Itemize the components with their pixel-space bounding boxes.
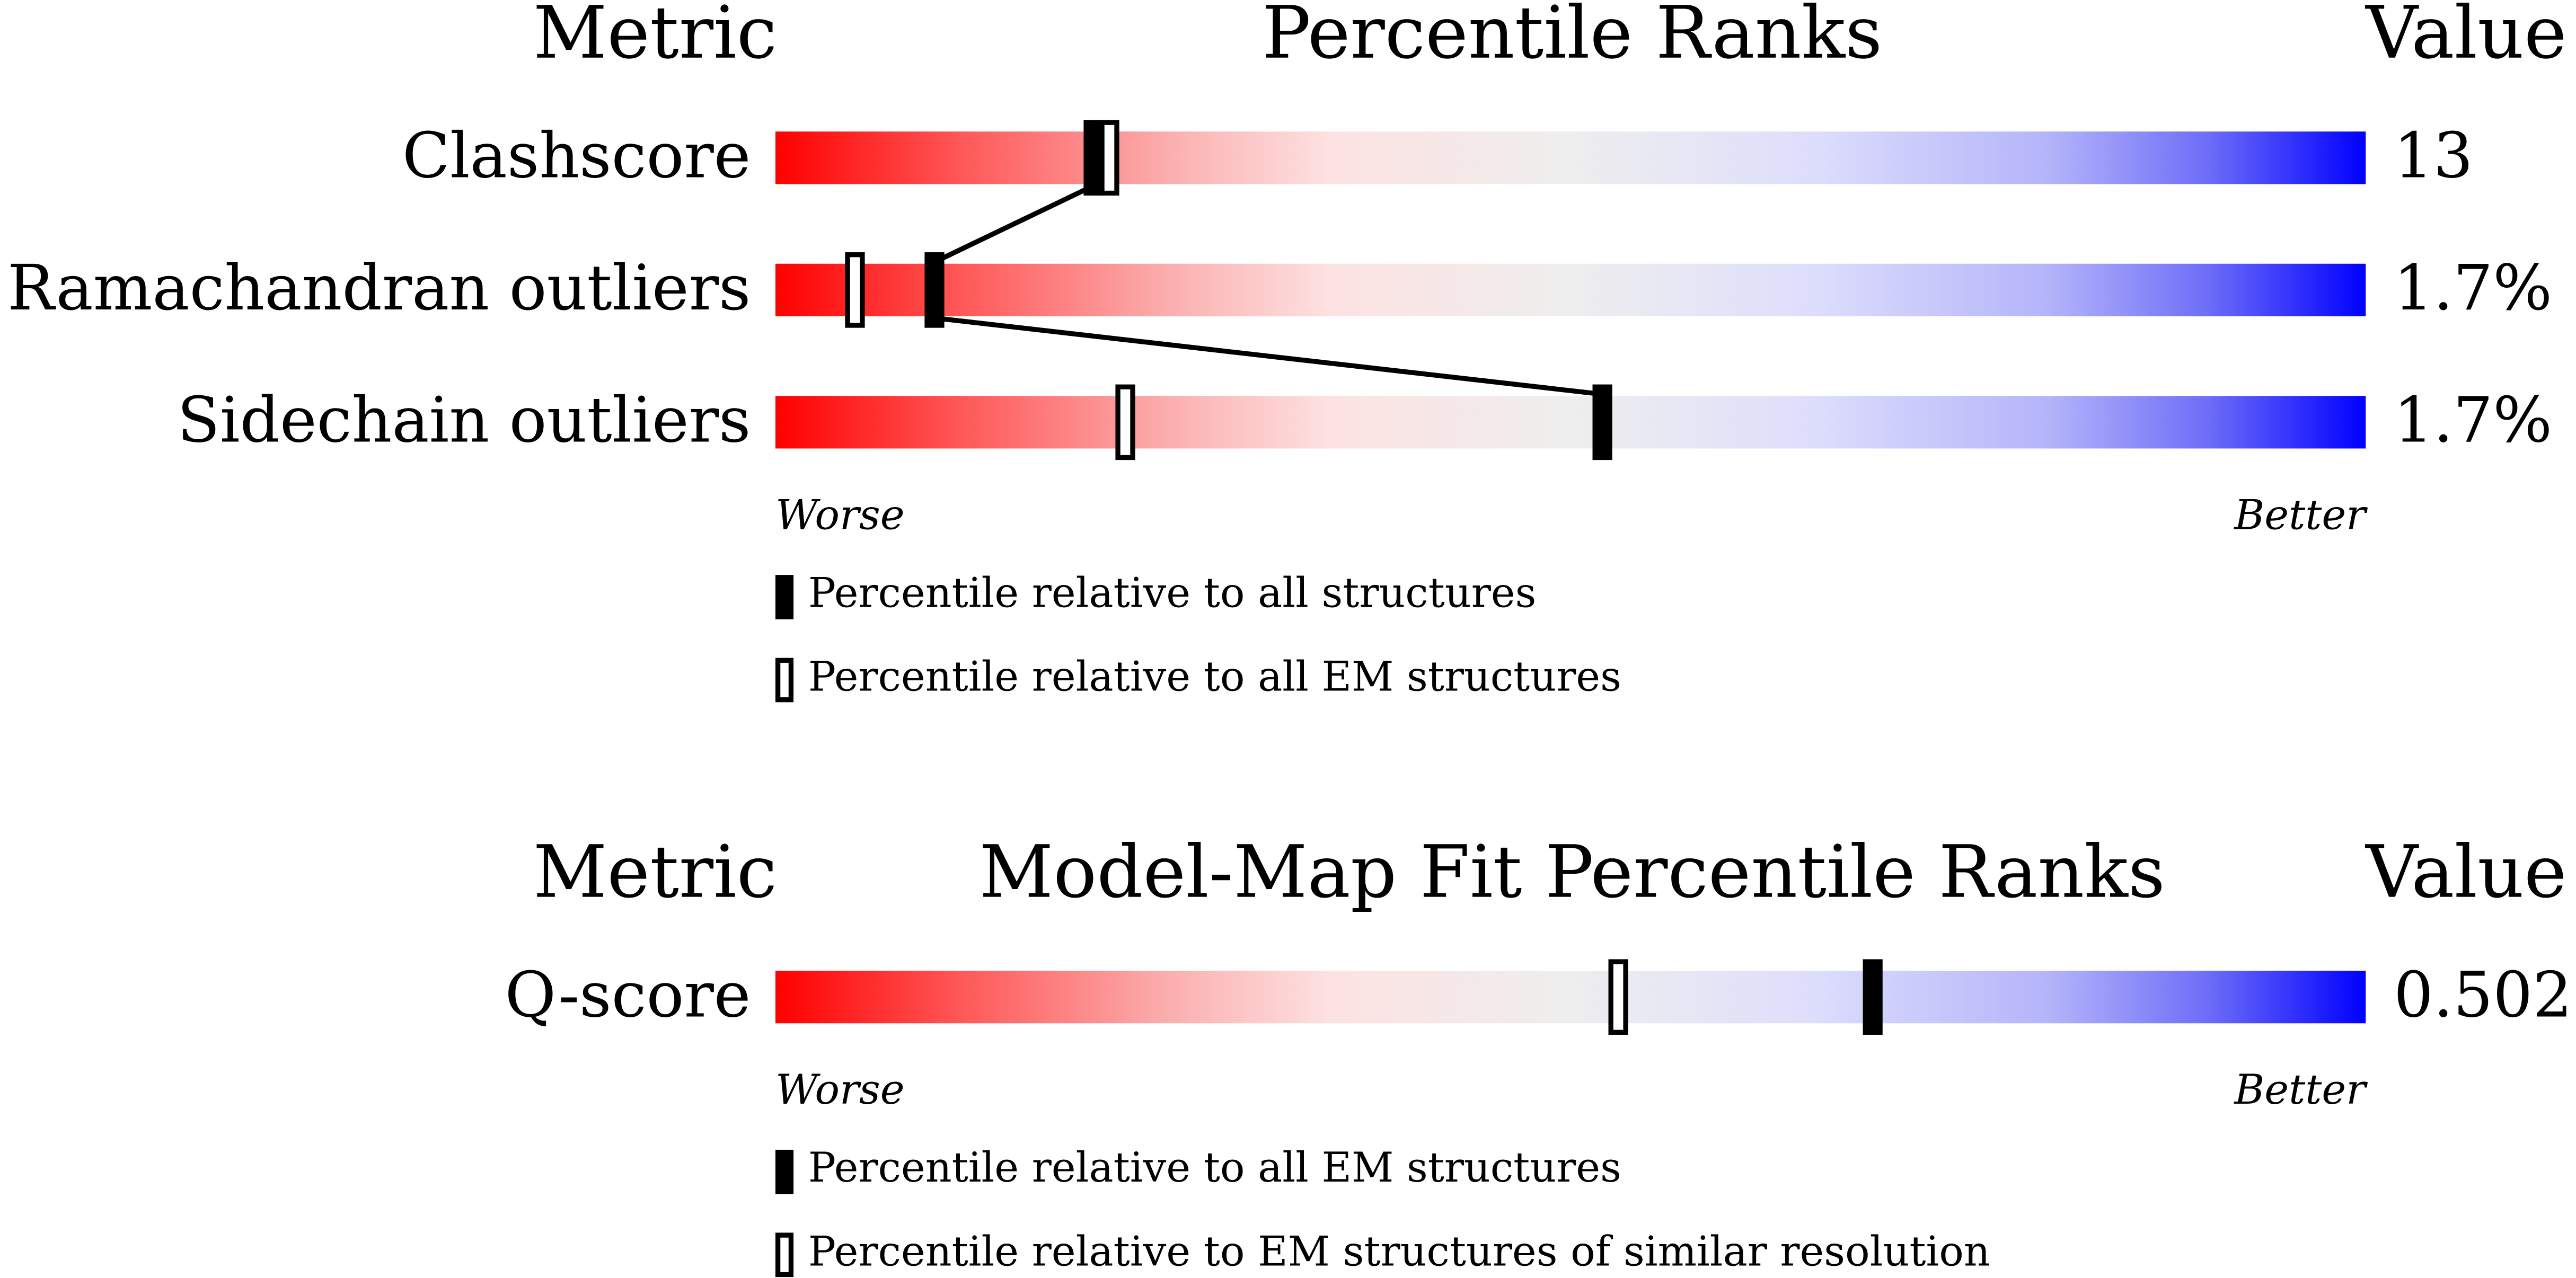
percentile-bar [775,263,2366,316]
percentile-bar [775,131,2366,184]
value-header: Value [2365,0,2566,75]
legend-filled-swatch [775,575,794,619]
open-marker [1115,384,1135,460]
legend-open-swatch [775,658,794,703]
panel-title: Model-Map Fit Percentile Ranks [980,830,2165,915]
filled-marker [924,252,945,328]
legend-filled-text: Percentile relative to all EM structures [808,1144,1621,1192]
metric-header: Metric [533,830,777,915]
legend-open-text: Percentile relative to EM structures of … [808,1228,1990,1275]
filled-marker [1863,959,1883,1035]
open-marker [845,252,865,328]
better-label: Better [2233,1066,2368,1114]
legend-filled-swatch [775,1149,794,1194]
better-label: Better [2233,491,2368,539]
filled-marker [1083,120,1104,196]
connector [933,183,1095,264]
metric-value: 13 [2394,120,2473,192]
open-marker [1608,959,1628,1035]
metric-label: Ramachandran outliers [7,252,751,324]
metric-value: 1.7% [2394,252,2552,324]
metric-header: Metric [533,0,777,75]
metric-label: Sidechain outliers [177,384,751,457]
metric-label: Clashscore [402,120,751,192]
metric-value: 1.7% [2394,384,2552,457]
value-header: Value [2365,830,2566,915]
connector [934,315,1603,397]
worse-label: Worse [775,491,905,539]
filled-marker [1592,384,1612,460]
legend-filled-text: Percentile relative to all structures [808,569,1536,617]
percentile-bar [775,971,2366,1024]
panel-title: Percentile Ranks [1262,0,1882,75]
metric-label: Q-score [505,958,751,1031]
percentile-bar [775,396,2366,449]
worse-label: Worse [775,1066,905,1114]
legend-open-swatch [775,1232,794,1277]
open-marker [1099,120,1119,196]
legend-open-text: Percentile relative to all EM structures [808,653,1621,700]
metric-value: 0.502 [2394,958,2572,1031]
